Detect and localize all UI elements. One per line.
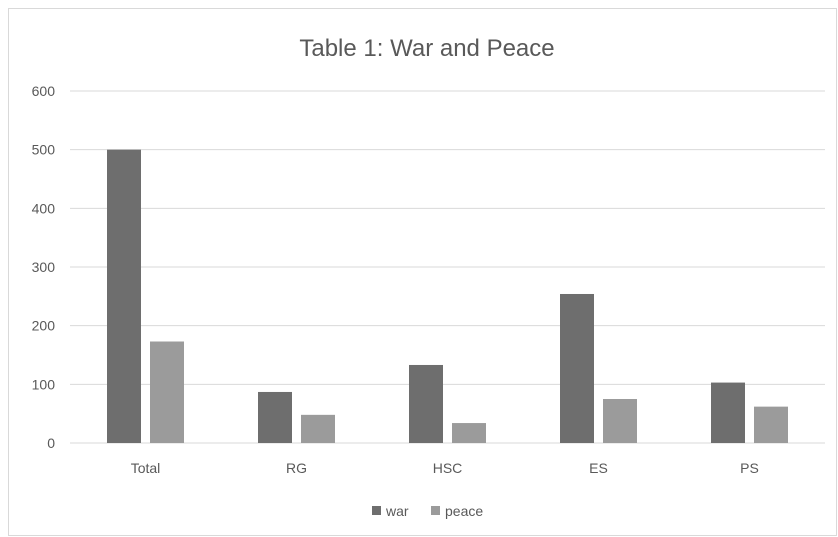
x-axis-ticks: Total RG HSC ES PS	[131, 460, 759, 476]
bar-war-rg	[258, 391, 292, 443]
legend: war peace	[372, 503, 483, 519]
x-tick-label: Total	[131, 460, 161, 476]
bar-war-hsc	[409, 364, 443, 443]
y-tick-label: 400	[32, 200, 56, 216]
bar-peace-hsc	[452, 423, 486, 443]
y-axis-ticks: 0 100 200 300 400 500 600	[32, 83, 56, 451]
y-tick-label: 500	[32, 142, 56, 158]
legend-label-peace: peace	[445, 503, 483, 519]
bar-war-total	[107, 149, 141, 443]
bars	[107, 149, 788, 443]
y-tick-label: 300	[32, 259, 56, 275]
y-tick-label: 100	[32, 376, 56, 392]
bar-peace-ps	[754, 406, 788, 443]
legend-swatch-war	[372, 506, 381, 515]
legend-swatch-peace	[431, 506, 440, 515]
chart-title: Table 1: War and Peace	[299, 35, 554, 62]
x-tick-label: ES	[589, 460, 608, 476]
gridlines	[70, 90, 825, 444]
bar-war-ps	[711, 382, 745, 443]
y-tick-label: 0	[47, 435, 55, 451]
chart-frame	[8, 8, 837, 536]
bar-peace-rg	[301, 414, 335, 443]
y-tick-label: 600	[32, 83, 56, 99]
legend-label-war: war	[385, 503, 409, 519]
bar-peace-total	[150, 341, 184, 443]
x-tick-label: PS	[740, 460, 759, 476]
bar-war-es	[560, 293, 594, 443]
x-tick-label: RG	[286, 460, 307, 476]
x-tick-label: HSC	[433, 460, 463, 476]
bar-peace-es	[603, 399, 637, 443]
y-tick-label: 200	[32, 318, 56, 334]
